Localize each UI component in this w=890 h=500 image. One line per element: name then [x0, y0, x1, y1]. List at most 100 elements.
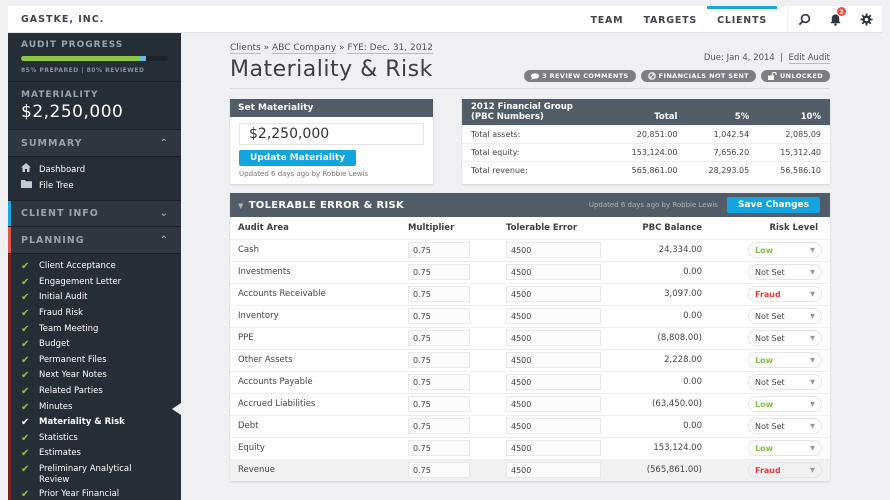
- risk-level-select[interactable]: Not Set ▼: [748, 308, 822, 324]
- section-client-info[interactable]: CLIENT INFO ⌄: [8, 200, 181, 228]
- tolerable-error-input[interactable]: [506, 264, 601, 280]
- caret-down-icon: ▼: [810, 422, 815, 430]
- risk-level-select[interactable]: Not Set ▼: [748, 264, 822, 280]
- due-line: Due: Jan 4, 2014 | Edit Audit: [524, 53, 830, 64]
- tolerable-updated-text: Updated 6 days ago by Robbie Lewis: [588, 201, 718, 209]
- sidebar-item-materiality-risk[interactable]: ✔ Materiality & Risk: [21, 415, 181, 431]
- risk-level-select[interactable]: Not Set ▼: [748, 418, 822, 434]
- row-10pct: 56,586.10: [758, 161, 830, 180]
- sidebar-item-permanent-files[interactable]: ✔ Permanent Files: [21, 353, 181, 369]
- planning-accent: [8, 227, 11, 254]
- folder-icon: [21, 179, 34, 195]
- review-comments-pill[interactable]: 3 REVIEW COMMENTS: [524, 70, 636, 82]
- section-planning[interactable]: PLANNING ⌃: [8, 227, 181, 255]
- sidebar-item-fraud-risk[interactable]: ✔ Fraud Risk: [21, 306, 181, 322]
- column-5pct: 5%: [686, 99, 759, 126]
- tolerable-error-input[interactable]: [506, 396, 601, 412]
- table-row: Inventory 0.00 Not Set▼: [230, 304, 830, 327]
- tolerable-error-input[interactable]: [506, 462, 601, 479]
- risk-level-select[interactable]: Fraud ▼: [748, 286, 822, 302]
- row-total: 153,124.00: [608, 143, 687, 162]
- tolerable-error-input[interactable]: [506, 440, 601, 456]
- breadcrumb-company[interactable]: ABC Company: [272, 43, 337, 54]
- update-materiality-button[interactable]: Update Materiality: [239, 150, 357, 166]
- multiplier-input[interactable]: [408, 462, 470, 479]
- risk-level-select[interactable]: Low ▼: [748, 352, 822, 368]
- table-row: Total revenue: 565,861.00 28,293.05 56,5…: [462, 161, 830, 180]
- edit-audit-link[interactable]: Edit Audit: [788, 53, 830, 64]
- tolerable-error-input[interactable]: [506, 374, 601, 390]
- row-total: 20,851.00: [608, 125, 687, 144]
- section-summary[interactable]: SUMMARY ⌃: [8, 130, 181, 157]
- check-icon: ✔: [21, 463, 30, 475]
- risk-level-select[interactable]: Not Set ▼: [748, 374, 822, 390]
- multiplier-input[interactable]: [408, 330, 470, 346]
- check-icon: ✔: [21, 401, 30, 413]
- check-icon: ✔: [21, 432, 30, 444]
- tolerable-error-input[interactable]: [506, 308, 601, 324]
- sidebar-item-statistics[interactable]: ✔ Statistics: [21, 431, 181, 447]
- sidebar-item-prior-year-financial-statements[interactable]: ✔ Prior Year Financial Statements: [21, 489, 181, 500]
- multiplier-input[interactable]: [408, 264, 470, 280]
- bell-icon[interactable]: 2: [827, 7, 846, 27]
- breadcrumb-fye[interactable]: FYE: Dec. 31, 2012: [347, 43, 433, 54]
- multiplier-input[interactable]: [408, 308, 470, 324]
- multiplier-input[interactable]: [408, 242, 470, 258]
- sidebar-item-client-acceptance[interactable]: ✔ Client Acceptance: [21, 259, 181, 275]
- row-label: Total equity:: [462, 143, 609, 162]
- top-bar: GASTKE, INC. TEAM TARGETS CLIENTS 2: [8, 6, 882, 33]
- section-client-info-label: CLIENT INFO: [21, 208, 99, 220]
- check-icon: ✔: [21, 292, 30, 304]
- sidebar-item-initial-audit[interactable]: ✔ Initial Audit: [21, 290, 181, 306]
- multiplier-input[interactable]: [408, 440, 470, 456]
- risk-level-select[interactable]: Fraud ▼: [748, 462, 822, 479]
- multiplier-input[interactable]: [408, 418, 470, 434]
- risk-level-select[interactable]: Low ▼: [748, 396, 822, 412]
- sidebar-item-team-meeting[interactable]: ✔ Team Meeting: [21, 322, 181, 338]
- tolerable-error-title[interactable]: ▼ TOLERABLE ERROR & RISK: [238, 199, 405, 211]
- lock-status-pill[interactable]: UNLOCKED: [761, 70, 830, 82]
- save-changes-button[interactable]: Save Changes: [726, 197, 820, 213]
- multiplier-input[interactable]: [408, 396, 470, 412]
- table-row: Other Assets 2,228.00 Low▼: [230, 348, 830, 371]
- tolerable-error-input[interactable]: [506, 352, 601, 368]
- table-row: Revenue (565,861.00) Fraud▼: [230, 458, 830, 481]
- sidebar-item-preliminary-analytical-review[interactable]: ✔ Preliminary Analytical Review: [21, 464, 181, 486]
- sidebar-item-engagement-letter[interactable]: ✔ Engagement Letter: [21, 275, 181, 291]
- sidebar-item-budget[interactable]: ✔ Budget: [21, 337, 181, 353]
- sidebar-item-related-parties[interactable]: ✔ Related Parties: [21, 384, 181, 400]
- risk-level-select[interactable]: Not Set ▼: [748, 330, 822, 346]
- financials-status-pill[interactable]: FINANCIALS NOT SENT: [640, 70, 756, 82]
- sidebar-item-next-year-notes[interactable]: ✔ Next Year Notes: [21, 368, 181, 384]
- nav-targets[interactable]: TARGETS: [643, 15, 698, 26]
- search-icon[interactable]: [796, 11, 812, 27]
- column-10pct: 10%: [758, 99, 830, 126]
- multiplier-input[interactable]: [408, 286, 470, 302]
- nav-clients[interactable]: CLIENTS: [707, 6, 777, 32]
- pbc-balance: 0.00: [618, 370, 710, 393]
- pbc-balance: (565,861.00): [618, 458, 710, 481]
- multiplier-input[interactable]: [408, 374, 470, 390]
- sidebar-item-dashboard[interactable]: Dashboard: [21, 163, 181, 179]
- breadcrumb: Clients » ABC Company » FYE: Dec. 31, 20…: [230, 43, 830, 54]
- pbc-balance: 0.00: [618, 414, 710, 437]
- nav-team[interactable]: TEAM: [590, 15, 624, 26]
- sidebar-item-estimates[interactable]: ✔ Estimates: [21, 446, 181, 462]
- tolerable-error-input[interactable]: [506, 286, 601, 302]
- risk-level-select[interactable]: Low ▼: [748, 242, 822, 258]
- sidebar-item-file-tree[interactable]: File Tree: [21, 179, 181, 195]
- column-total: Total: [608, 99, 687, 126]
- check-icon: ✔: [21, 261, 30, 273]
- risk-level-select[interactable]: Low ▼: [748, 440, 822, 456]
- sidebar-item-minutes[interactable]: ✔ Minutes: [21, 400, 181, 416]
- gear-icon[interactable]: [858, 11, 874, 27]
- tolerable-error-input[interactable]: [506, 330, 601, 346]
- tolerable-error-input[interactable]: [506, 242, 601, 258]
- due-date: Due: Jan 4, 2014: [703, 53, 775, 63]
- materiality-input[interactable]: [239, 123, 424, 145]
- reviewed-progress: [138, 56, 146, 61]
- pbc-balance: 153,124.00: [618, 436, 710, 459]
- multiplier-input[interactable]: [408, 352, 470, 368]
- breadcrumb-clients[interactable]: Clients: [230, 43, 261, 54]
- tolerable-error-input[interactable]: [506, 418, 601, 434]
